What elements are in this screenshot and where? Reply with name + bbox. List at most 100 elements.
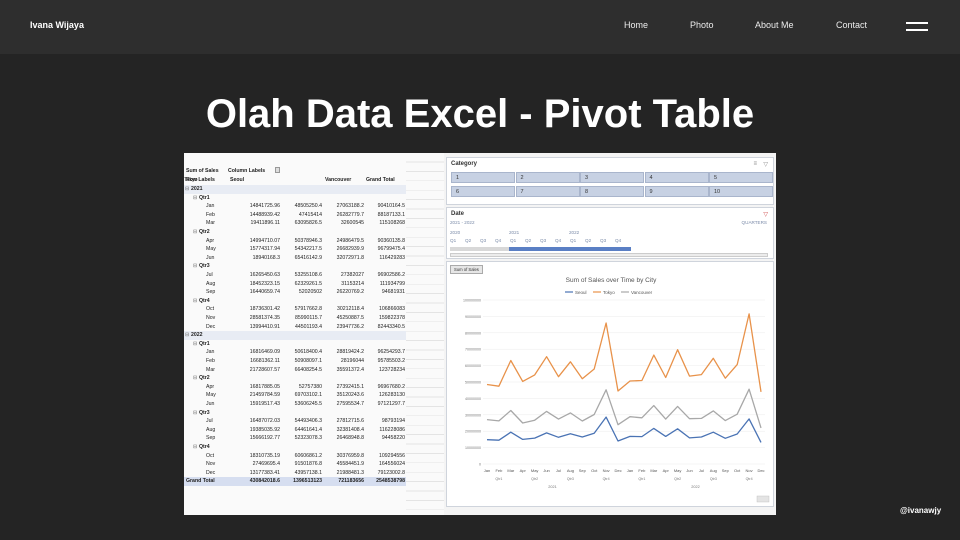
timeline-year-label: 2021 <box>509 230 520 235</box>
pivot-cell: 27812715.6 <box>336 418 364 425</box>
pivot-column-labels[interactable]: Column Labels <box>228 168 266 174</box>
pivot-row-label: Jan <box>206 203 215 210</box>
pivot-row-label: Oct <box>206 452 215 459</box>
series-line-vancouver <box>486 388 762 429</box>
pivot-cell: 35120243.6 <box>336 392 364 399</box>
timeline-quarter[interactable]: Q2 <box>585 238 592 243</box>
collapse-icon[interactable]: ⊟ <box>193 194 198 201</box>
pivot-cell: 43957138.1 <box>294 469 322 476</box>
timeline-quarter[interactable]: Q4 <box>495 238 502 243</box>
category-tile-7[interactable]: 7 <box>515 186 580 197</box>
pivot-cell: 16487072.03 <box>249 418 280 425</box>
collapse-icon[interactable]: ⊟ <box>193 444 198 450</box>
page-title: Olah Data Excel - Pivot Table <box>205 92 755 136</box>
pivot-row-label[interactable]: Qtr2 <box>199 229 210 235</box>
timeline-quarter[interactable]: Q4 <box>615 238 622 243</box>
nav-home[interactable]: Home <box>624 20 649 30</box>
pivot-cell: 18452323.15 <box>249 280 280 287</box>
pivot-cell: 18736301.42 <box>249 306 280 313</box>
pivot-row-label[interactable]: Qtr4 <box>199 297 210 304</box>
collapse-icon[interactable]: ⊟ <box>193 263 198 270</box>
pivot-row-label: Jul <box>206 418 213 425</box>
pivot-cell: 27063188.2 <box>336 203 364 210</box>
chart-field-buttons-icon[interactable] <box>756 495 770 503</box>
table-row: Apr 16817885.05 52757380 27392415.1 96967680… <box>184 383 406 392</box>
pivot-row-label: Sep <box>206 289 216 296</box>
pivot-row-label[interactable]: Qtr1 <box>199 194 210 201</box>
pivot-row-label: Aug <box>206 426 216 433</box>
timeline-quarter[interactable]: Q2 <box>465 238 472 243</box>
clear-filter-icon[interactable]: ▽ <box>763 162 768 168</box>
year-axis-label: 2021 <box>548 485 556 489</box>
timeline-quarter[interactable]: Q3 <box>540 238 547 243</box>
collapse-icon[interactable]: ⊟ <box>185 332 190 339</box>
category-tile-9[interactable]: 9 <box>644 186 709 197</box>
category-tile-3[interactable]: 3 <box>580 172 644 183</box>
timeline-level-dropdown[interactable]: QUARTERS <box>741 220 767 225</box>
pivot-cell: 50908097.1 <box>294 358 322 364</box>
pivot-row-labels[interactable]: Row Labels <box>186 177 215 183</box>
timeline-quarter[interactable]: Q1 <box>510 238 517 243</box>
pivot-cell: 28581374.35 <box>249 315 280 321</box>
pivot-cell: 63095826.5 <box>294 220 322 227</box>
category-tile-4[interactable]: 4 <box>644 172 709 183</box>
collapse-icon[interactable]: ⊟ <box>193 229 198 235</box>
site-brand[interactable]: Ivana Wijaya <box>30 20 84 30</box>
multi-select-icon[interactable]: ≡ <box>753 161 757 167</box>
hamburger-menu-icon[interactable] <box>906 22 928 32</box>
pivot-row-label: Feb <box>206 211 215 218</box>
category-tile-2[interactable]: 2 <box>515 172 580 183</box>
x-tick-label: Oct <box>734 468 741 473</box>
collapse-icon[interactable]: ⊟ <box>185 186 190 192</box>
pivot-row-label[interactable]: 2022 <box>191 332 203 339</box>
nav-photo[interactable]: Photo <box>690 20 714 30</box>
category-tile-8[interactable]: 8 <box>580 186 644 197</box>
pivot-row-label: Apr <box>206 237 215 244</box>
collapse-icon[interactable]: ⊟ <box>193 375 198 382</box>
pivot-row-label[interactable]: Qtr1 <box>199 340 210 347</box>
timeline-quarter[interactable]: Q1 <box>450 238 457 243</box>
pivot-row-label[interactable]: Qtr3 <box>199 263 210 270</box>
clear-filter-icon[interactable]: ▽ <box>763 212 768 218</box>
top-navigation-bar: Ivana Wijaya Home Photo About Me Contact <box>0 0 960 54</box>
pivot-row-label[interactable]: 2021 <box>191 186 203 192</box>
pivot-row-label[interactable]: Qtr4 <box>199 444 210 450</box>
pivot-cell: 27392415.1 <box>336 383 364 390</box>
pivot-col-grand-total: Grand Total <box>366 177 395 183</box>
nav-about-me[interactable]: About Me <box>755 20 794 30</box>
category-tile-6[interactable]: 6 <box>451 186 515 197</box>
collapse-icon[interactable]: ⊟ <box>193 340 198 347</box>
timeline-unselected-range[interactable] <box>450 247 510 251</box>
timeline-quarter[interactable]: Q3 <box>600 238 607 243</box>
x-tick-label: Apr <box>663 468 670 473</box>
pivot-cell: 85990115.7 <box>294 315 322 321</box>
timeline-quarter[interactable]: Q1 <box>570 238 577 243</box>
table-row: Nov 28581374.35 85990115.7 45250887.5 159822… <box>184 314 406 323</box>
pivot-cell: 106866083 <box>379 306 405 313</box>
category-tile-1[interactable]: 1 <box>451 172 515 183</box>
timeline-scrollbar[interactable] <box>450 253 768 257</box>
pivot-row-label: Jun <box>206 401 215 407</box>
category-tile-10[interactable]: 10 <box>709 186 773 197</box>
pivot-cell: 115108268 <box>379 220 405 227</box>
timeline-quarter[interactable]: Q3 <box>480 238 487 243</box>
timeline-quarter[interactable]: Q4 <box>555 238 562 243</box>
collapse-icon[interactable]: ⊟ <box>193 297 198 304</box>
category-tile-5[interactable]: 5 <box>709 172 773 183</box>
pivot-row-label[interactable]: Qtr2 <box>199 375 210 382</box>
column-filter-dropdown-icon[interactable] <box>275 167 280 173</box>
pivot-corner-label: Sum of Sales <box>186 168 219 174</box>
table-row: Oct 18310735.19 60606861.2 30376959.8 109294… <box>184 452 406 461</box>
table-row: Mar 21728607.57 66408254.5 35591372.4 123728… <box>184 366 406 375</box>
nav-contact[interactable]: Contact <box>836 20 868 30</box>
pivot-cell: 32381408.4 <box>336 426 364 433</box>
pivot-row-label[interactable]: Qtr3 <box>199 409 210 416</box>
pivot-cell: 64461641.4 <box>294 426 322 433</box>
pivot-cell: 50378946.3 <box>294 237 322 244</box>
category-slicer-title: Category <box>451 161 478 167</box>
x-tick-label: Nov <box>746 468 753 473</box>
timeline-selected-range[interactable] <box>509 247 631 251</box>
sum-of-sales-field-button[interactable]: Sum of Sales <box>450 265 483 274</box>
collapse-icon[interactable]: ⊟ <box>193 409 198 416</box>
timeline-quarter[interactable]: Q2 <box>525 238 532 243</box>
